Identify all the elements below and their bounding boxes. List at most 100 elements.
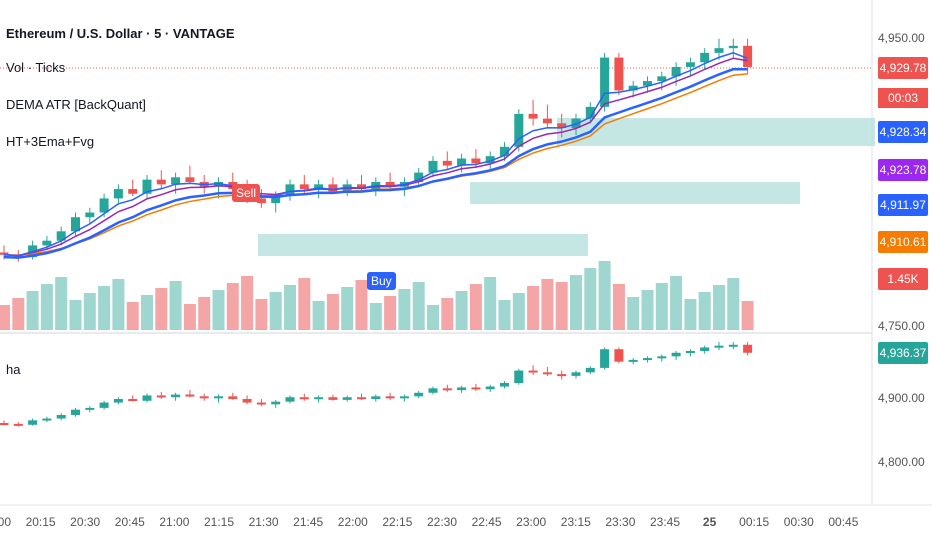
- ha-body: [314, 397, 324, 400]
- volume-bar: [226, 283, 239, 330]
- ha-body: [256, 402, 266, 405]
- candles-lower-pane: [0, 342, 753, 427]
- time-tick-label: 20:45: [115, 515, 145, 529]
- ema-blue-fast-line: [3, 51, 748, 257]
- time-tick-label: 20:15: [26, 515, 56, 529]
- ha-body: [628, 359, 638, 362]
- ha-body: [414, 392, 424, 397]
- indicator-dema-atr[interactable]: DEMA ATR [BackQuant]: [6, 97, 146, 112]
- time-tick-label: 25: [703, 515, 717, 529]
- buy-signal[interactable]: Buy: [367, 272, 396, 290]
- ha-body: [85, 407, 95, 410]
- candle-body: [685, 62, 695, 67]
- symbol-title[interactable]: Ethereum / U.S. Dollar · 5 · VANTAGE: [6, 26, 235, 41]
- candle-body: [285, 184, 295, 197]
- volume-bar: [241, 276, 254, 330]
- candle-body: [485, 156, 495, 164]
- volume-bar: [427, 305, 439, 330]
- candle-body: [56, 231, 66, 241]
- fvg-zone: [557, 118, 875, 146]
- volume-bar: [212, 290, 225, 330]
- volume-bar: [741, 301, 754, 330]
- volume-bar: [641, 290, 654, 330]
- price-tick-label: 4,950.00: [878, 31, 925, 45]
- time-tick-label: 00:45: [828, 515, 858, 529]
- indicator-volume[interactable]: Vol · Ticks: [6, 60, 66, 75]
- candle-body: [256, 198, 266, 204]
- ha-body: [142, 395, 152, 401]
- sell-signal[interactable]: Sell: [232, 184, 261, 202]
- ha-body: [328, 397, 338, 400]
- ha-body: [514, 370, 524, 383]
- ha-body: [13, 423, 23, 426]
- time-tick-label: 20:30: [70, 515, 100, 529]
- candle-body: [600, 57, 610, 107]
- volume-bar: [670, 276, 683, 330]
- candle-body: [299, 184, 309, 190]
- price-tag-blue: 4,928.34: [878, 121, 928, 143]
- ha-body: [228, 396, 238, 399]
- candle-body: [471, 158, 481, 164]
- ha-body: [156, 395, 166, 398]
- candle-body: [185, 177, 195, 182]
- volume-bar: [684, 299, 697, 330]
- volume-bar: [541, 279, 554, 330]
- volume-bar: [198, 297, 211, 330]
- ha-body: [585, 367, 595, 373]
- volume-bar: [441, 298, 454, 330]
- ha-body: [56, 415, 66, 419]
- candle-body: [700, 52, 710, 63]
- fvg-zone: [258, 234, 588, 256]
- candle-body: [428, 160, 438, 173]
- ha-body: [342, 397, 352, 400]
- volume-bar: [612, 284, 625, 330]
- volume-bar: [155, 288, 168, 330]
- volume-bar: [183, 304, 196, 330]
- candle-body: [457, 158, 467, 166]
- volume-bar: [312, 301, 325, 330]
- time-tick-label: 00:15: [739, 515, 769, 529]
- volume-bar: [498, 300, 511, 330]
- candle-body: [657, 76, 667, 82]
- lower-pane-label[interactable]: ha: [6, 362, 21, 377]
- indicator-ht-3ema-fvg[interactable]: HT+3Ema+Fvg: [6, 134, 95, 149]
- candle-body: [614, 57, 624, 91]
- candle-body: [500, 146, 509, 157]
- volume-tag: 1.45K: [878, 268, 928, 290]
- candles-main: [0, 38, 753, 262]
- ha-body: [528, 370, 538, 373]
- ha-body: [557, 374, 567, 377]
- ha-body: [299, 397, 309, 400]
- volume-bar: [26, 291, 39, 330]
- volume-bars: [0, 261, 754, 330]
- ha-body: [128, 399, 138, 401]
- grid: [0, 0, 932, 506]
- last-price-tag: 4,929.78: [878, 57, 928, 79]
- time-tick-label: 21:00: [159, 515, 189, 529]
- volume-bar: [598, 261, 611, 330]
- ha-body: [485, 386, 495, 390]
- candle-body: [728, 45, 738, 49]
- ha-body: [428, 388, 438, 393]
- candle-body: [0, 252, 9, 255]
- time-tick-label: 22:30: [427, 515, 457, 529]
- volume-bar: [0, 305, 10, 330]
- volume-bar: [412, 282, 425, 330]
- volume-bar: [512, 293, 525, 330]
- time-tick-label: 23:30: [605, 515, 635, 529]
- ha-body: [271, 401, 281, 405]
- ha-body: [185, 394, 195, 397]
- volume-bar: [627, 297, 640, 330]
- ha-body: [242, 399, 252, 403]
- countdown-tag: 00:03: [878, 88, 928, 108]
- volume-bar: [55, 277, 68, 330]
- volume-bar: [69, 300, 82, 330]
- axes: 4,950.00 4,750.00 4,900.00 4,800.00 20:00 20:…: [0, 31, 925, 529]
- volume-bar: [570, 275, 582, 330]
- ha-body: [99, 402, 109, 408]
- ema-lines: [3, 51, 748, 259]
- candle-body: [328, 184, 338, 192]
- ha-body: [571, 372, 581, 376]
- volume-bar: [584, 268, 597, 330]
